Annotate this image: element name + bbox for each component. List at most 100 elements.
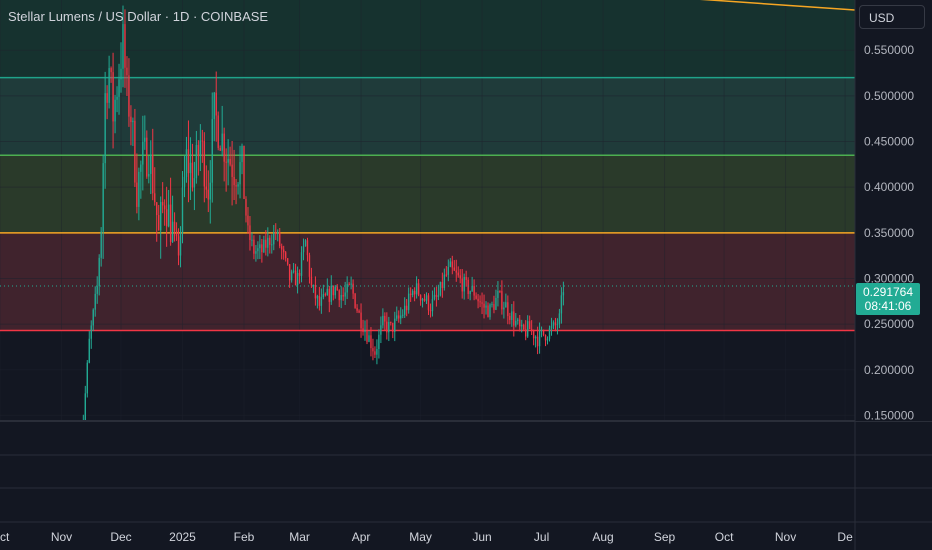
chart-title: Stellar Lumens / US Dollar · 1D · COINBA… <box>8 9 269 24</box>
price-tick-label: 0.400000 <box>864 180 914 194</box>
candle-body <box>173 221 176 231</box>
time-tick-label: Jul <box>534 530 549 544</box>
candle-body <box>433 294 436 300</box>
candle-body <box>130 116 132 123</box>
candle-body <box>505 302 507 308</box>
candle-body <box>370 335 372 349</box>
candle-body <box>142 141 144 165</box>
candle-body <box>477 298 479 302</box>
candle-body <box>483 303 485 308</box>
candle-body <box>163 205 166 210</box>
candle-body <box>126 67 128 76</box>
candle-body <box>544 335 547 341</box>
candle-body <box>445 274 448 276</box>
candle-body <box>417 283 420 295</box>
candle-body <box>286 258 289 265</box>
candle-body <box>209 182 211 200</box>
candle-body <box>306 240 309 256</box>
candle-body <box>344 292 346 297</box>
candle-body <box>161 201 164 206</box>
candle-body <box>207 189 209 200</box>
candle-body <box>467 279 469 295</box>
candle-body <box>251 239 253 241</box>
candle-body <box>290 271 293 281</box>
candle-body <box>528 321 531 330</box>
candle-body <box>489 304 491 318</box>
time-tick-label: De <box>837 530 853 544</box>
candle-body <box>413 290 416 295</box>
candle-body <box>106 93 108 103</box>
candle-body <box>205 186 208 190</box>
candle-body <box>261 244 263 253</box>
candle-body <box>382 315 384 326</box>
candle-body <box>229 158 231 165</box>
candle-body <box>475 295 477 299</box>
candle-body <box>526 321 529 337</box>
candle-body <box>154 193 156 203</box>
candle-body <box>187 149 190 174</box>
candle-body <box>215 92 217 116</box>
candle-body <box>392 322 394 332</box>
price-axis-bg <box>855 0 932 421</box>
candle-body <box>146 137 148 177</box>
candle-body <box>427 295 430 311</box>
candle-body <box>110 68 112 73</box>
candle-body <box>298 273 301 276</box>
candle-body <box>175 230 178 237</box>
candle-body <box>112 72 114 122</box>
candle-body <box>437 295 440 297</box>
candle-body <box>245 198 247 216</box>
candle-body <box>304 240 307 247</box>
candle-body <box>96 286 98 294</box>
candle-body <box>380 325 382 335</box>
candle-body <box>358 310 360 313</box>
candle-body <box>284 252 287 259</box>
candle-body <box>495 297 497 310</box>
candle-body <box>352 283 354 294</box>
candle-body <box>231 164 233 177</box>
candle-body <box>156 202 158 216</box>
zone-red <box>0 232 855 331</box>
candle-body <box>340 295 342 301</box>
candle-body <box>538 329 541 347</box>
candle-body <box>431 299 434 312</box>
candle-body <box>241 145 243 163</box>
candle-body <box>409 293 412 295</box>
candle-body <box>124 24 126 68</box>
candle-body <box>485 305 487 308</box>
candle-body <box>473 286 475 296</box>
candle-body <box>302 246 305 253</box>
time-tick-label: Oct <box>715 530 734 544</box>
candle-body <box>405 305 408 311</box>
candle-body <box>179 233 182 256</box>
candle-body <box>447 266 450 275</box>
candle-body <box>386 321 388 333</box>
candle-body <box>185 149 188 177</box>
candle-body <box>455 270 457 273</box>
candle-body <box>247 215 249 226</box>
candle-body <box>316 295 319 299</box>
price-tick-label: 0.250000 <box>864 317 914 331</box>
currency-button[interactable]: USD <box>859 5 925 29</box>
candle-body <box>407 293 410 311</box>
candle-body <box>114 99 116 122</box>
candle-body <box>390 322 392 324</box>
candle-body <box>493 304 495 310</box>
candle-body <box>336 286 338 291</box>
time-tick-label: Jun <box>472 530 491 544</box>
candle-body <box>403 305 406 315</box>
candle-body <box>213 92 215 120</box>
candle-body <box>199 140 202 157</box>
candle-body <box>354 293 356 308</box>
candle-body <box>330 285 332 302</box>
trendline <box>699 0 856 11</box>
candle-body <box>191 162 194 188</box>
candle-body <box>439 281 442 296</box>
candle-body <box>366 330 368 342</box>
candle-body <box>332 285 334 296</box>
candle-body <box>86 362 88 394</box>
candle-body <box>423 298 426 301</box>
candle-body <box>429 310 432 312</box>
candle-body <box>120 68 122 80</box>
